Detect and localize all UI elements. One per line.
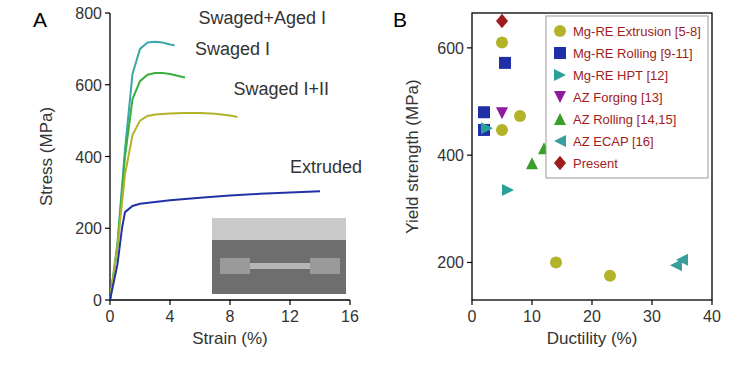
y-tick-label: 200 <box>75 220 102 237</box>
x-tick <box>349 300 350 305</box>
x-axis-label: Strain (%) <box>192 329 268 348</box>
x-axis-label: Ductility (%) <box>547 329 638 348</box>
legend-marker <box>554 91 566 103</box>
stress-strain-curve <box>110 191 320 300</box>
x-tick-label: 16 <box>341 308 359 325</box>
y-tick <box>467 262 472 263</box>
data-point <box>676 254 688 266</box>
data-point <box>496 107 508 119</box>
panel: A 0 4 8 12 16 0 200 400 600 800 Strain (%) Stress (M… <box>33 5 362 348</box>
data-point <box>499 57 511 69</box>
y-tick <box>105 156 110 157</box>
data-point <box>481 122 493 134</box>
data-point <box>550 256 562 268</box>
legend-marker <box>554 156 566 170</box>
y-axis-label: Yield strength (MPa) <box>403 79 422 233</box>
legend-label: AZ ECAP [16] <box>573 134 654 149</box>
legend-label: AZ Forging [13] <box>573 90 663 105</box>
curve-label: Swaged+Aged I <box>199 8 327 28</box>
x-tick-label: 12 <box>281 308 299 325</box>
inset-photo <box>212 218 346 294</box>
x-tick-label: 4 <box>166 308 175 325</box>
data-point <box>514 110 526 122</box>
x-tick <box>289 300 290 305</box>
x-tick-label: 0 <box>106 308 115 325</box>
x-tick <box>531 300 532 305</box>
data-point <box>604 270 616 282</box>
x-tick-label: 8 <box>226 308 235 325</box>
inset-grip <box>220 258 250 274</box>
x-tick <box>169 300 170 305</box>
panel: B 0 10 20 30 40 200 400 600 Ductility (%) Yield st… <box>393 8 721 348</box>
x-tick <box>651 300 652 305</box>
legend-marker <box>554 25 566 37</box>
legend-marker <box>554 69 566 81</box>
y-tick <box>105 84 110 85</box>
x-tick-label: 10 <box>523 308 541 325</box>
x-tick <box>109 300 110 305</box>
x-tick-label: 0 <box>468 308 477 325</box>
stress-strain-curve <box>110 113 238 300</box>
x-tick <box>711 300 712 305</box>
x-tick <box>591 300 592 305</box>
legend-marker <box>554 135 566 147</box>
x-tick-label: 40 <box>703 308 721 325</box>
y-axis-label: Stress (MPa) <box>37 107 56 206</box>
y-tick-label: 0 <box>93 292 102 309</box>
legend-marker <box>554 113 566 125</box>
stress-strain-curve <box>110 73 185 300</box>
x-tick-label: 20 <box>583 308 601 325</box>
inset-ruler <box>212 218 346 240</box>
curve-label: Swaged I+II <box>234 79 330 99</box>
data-point <box>478 106 490 118</box>
y-tick <box>105 12 110 13</box>
data-point <box>496 14 508 28</box>
legend: Mg-RE Extrusion [5-8] Mg-RE Rolling [9-11… <box>546 16 708 178</box>
data-point <box>496 37 508 49</box>
data-point <box>526 157 538 169</box>
y-tick <box>105 228 110 229</box>
legend-label: Mg-RE HPT [12] <box>573 68 668 83</box>
inset-grip <box>310 258 340 274</box>
x-tick-label: 30 <box>643 308 661 325</box>
data-point <box>502 184 514 196</box>
legend-label: Mg-RE Extrusion [5-8] <box>573 24 701 39</box>
y-tick-label: 200 <box>437 254 464 271</box>
y-tick-label: 800 <box>75 5 102 22</box>
inset-photo <box>212 218 346 294</box>
y-tick-label: 400 <box>437 147 464 164</box>
panel-label: B <box>393 8 407 31</box>
figure: A04812160200400600800Strain (%)Stress (M… <box>0 0 738 368</box>
data-point <box>496 124 508 136</box>
curve-label: Extruded <box>290 157 362 177</box>
curve-label: Swaged I <box>195 39 270 59</box>
legend-label: AZ Rolling [14,15] <box>573 112 676 127</box>
x-tick <box>471 300 472 305</box>
y-tick-label: 600 <box>437 40 464 57</box>
x-tick <box>229 300 230 305</box>
legend-marker <box>554 47 566 59</box>
legend-label: Present <box>573 156 618 171</box>
y-tick-label: 400 <box>75 149 102 166</box>
panel-label: A <box>33 8 47 31</box>
y-tick-label: 600 <box>75 77 102 94</box>
y-tick <box>467 155 472 156</box>
legend-box <box>546 16 708 178</box>
plot-frame <box>472 13 712 300</box>
inset-gauge <box>250 263 310 269</box>
y-tick <box>105 299 110 300</box>
legend-label: Mg-RE Rolling [9-11] <box>573 46 693 61</box>
y-tick <box>467 47 472 48</box>
